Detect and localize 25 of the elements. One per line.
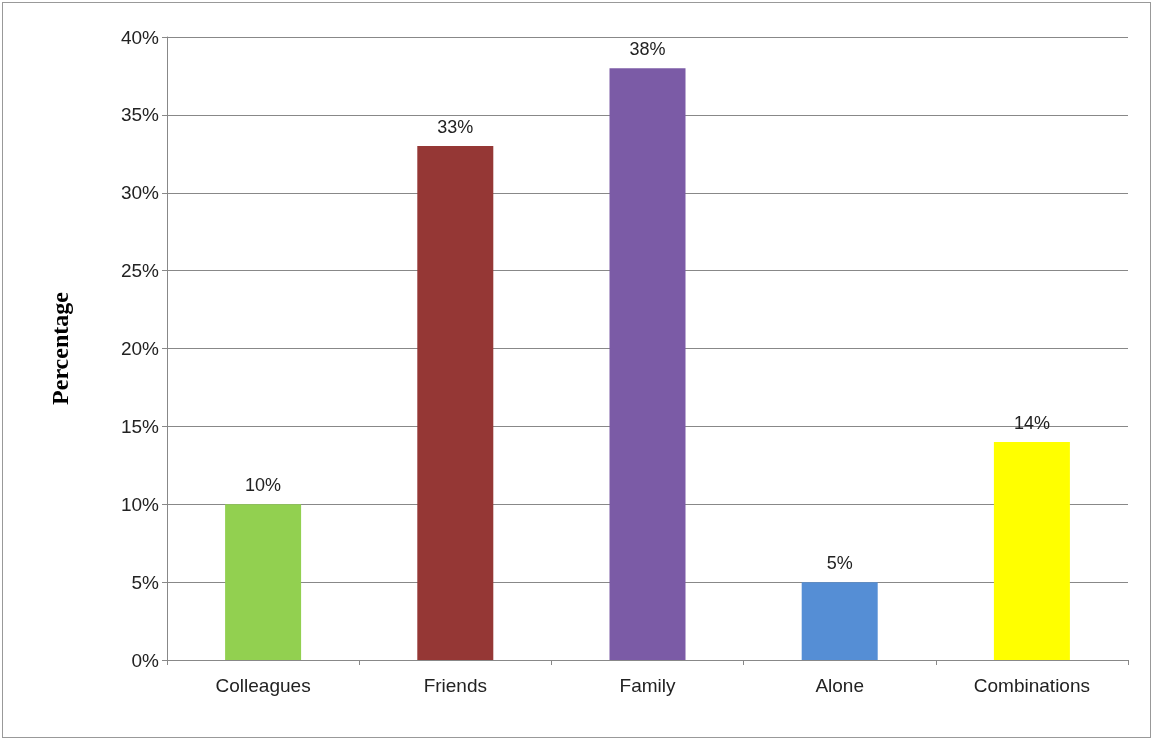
- bar: [609, 68, 686, 660]
- y-tick-label: 30%: [120, 182, 160, 204]
- x-tick-label: Family: [619, 675, 676, 696]
- bar: [417, 146, 494, 660]
- x-tick-label: Friends: [423, 675, 487, 696]
- y-tick-label: 15%: [120, 415, 160, 437]
- data-label: 10%: [245, 475, 282, 496]
- x-tick-label: Colleagues: [215, 675, 311, 696]
- data-label: 5%: [826, 553, 853, 574]
- x-tick-label: Combinations: [973, 675, 1090, 696]
- y-tick-label: 0%: [131, 649, 160, 671]
- y-tick-label: 25%: [120, 260, 160, 282]
- x-tick-label: Alone: [815, 675, 864, 696]
- data-label: 14%: [1013, 412, 1050, 433]
- bar: [801, 582, 878, 660]
- y-tick-label: 5%: [131, 571, 160, 593]
- data-label: 33%: [437, 117, 474, 138]
- y-tick-label: 40%: [120, 26, 160, 48]
- y-tick-label: 35%: [120, 104, 160, 126]
- bar: [225, 504, 302, 660]
- data-label: 38%: [629, 39, 666, 60]
- y-tick-label: 10%: [120, 493, 160, 515]
- bar: [993, 441, 1070, 660]
- y-tick-label: 20%: [120, 338, 160, 359]
- y-axis-title: Percentage: [47, 291, 73, 405]
